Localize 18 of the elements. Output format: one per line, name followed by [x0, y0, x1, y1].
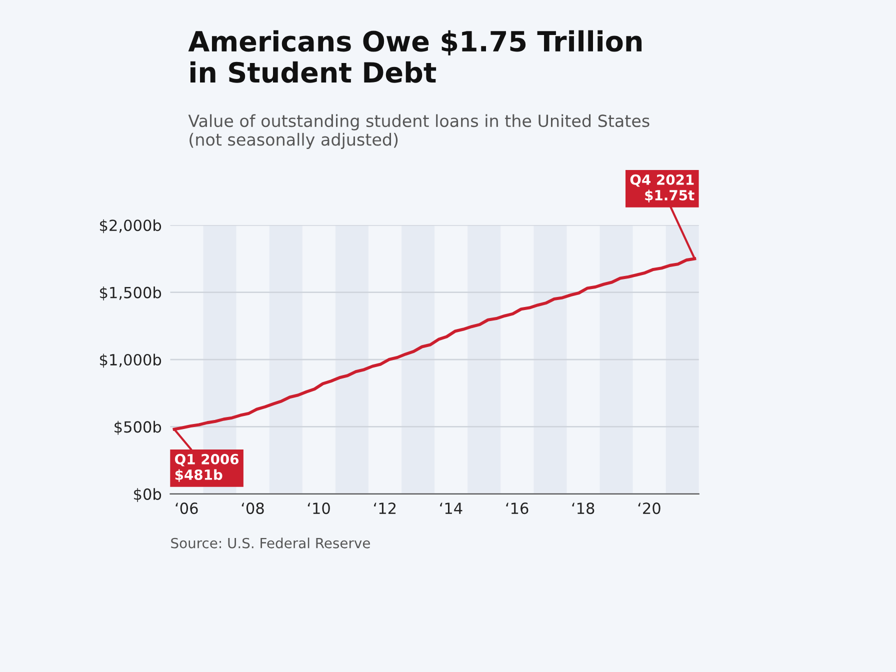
x-tick-label: ‘18 — [572, 502, 594, 514]
x-tick-label: ‘10 — [308, 502, 330, 514]
y-tick-label: $500b — [114, 420, 162, 435]
y-tick-label: $0b — [134, 488, 162, 502]
x-tick-label: ‘20 — [638, 502, 660, 514]
x-tick-label: ‘14 — [440, 502, 462, 514]
y-tick-label: $1,500b — [100, 286, 162, 300]
x-tick-label: ‘16 — [506, 502, 528, 514]
x-tick-label: ‘06 — [176, 502, 198, 514]
chart-title: Americans Owe $1.75 Trillion in Student Debt — [188, 30, 642, 83]
source-note: Source: U.S. Federal Reserve — [171, 538, 370, 548]
annotation: Q4 2021 $1.75t — [630, 174, 694, 202]
x-tick-label: ‘12 — [374, 502, 396, 514]
x-tick-label: ‘08 — [242, 502, 264, 514]
y-tick-label: $1,000b — [100, 354, 162, 368]
annotation: Q1 2006 $481b — [175, 454, 239, 482]
y-tick-label: $2,000b — [100, 219, 162, 234]
chart-subtitle: Value of outstanding student loans in the United States (not seasonally adjusted) — [188, 114, 650, 150]
